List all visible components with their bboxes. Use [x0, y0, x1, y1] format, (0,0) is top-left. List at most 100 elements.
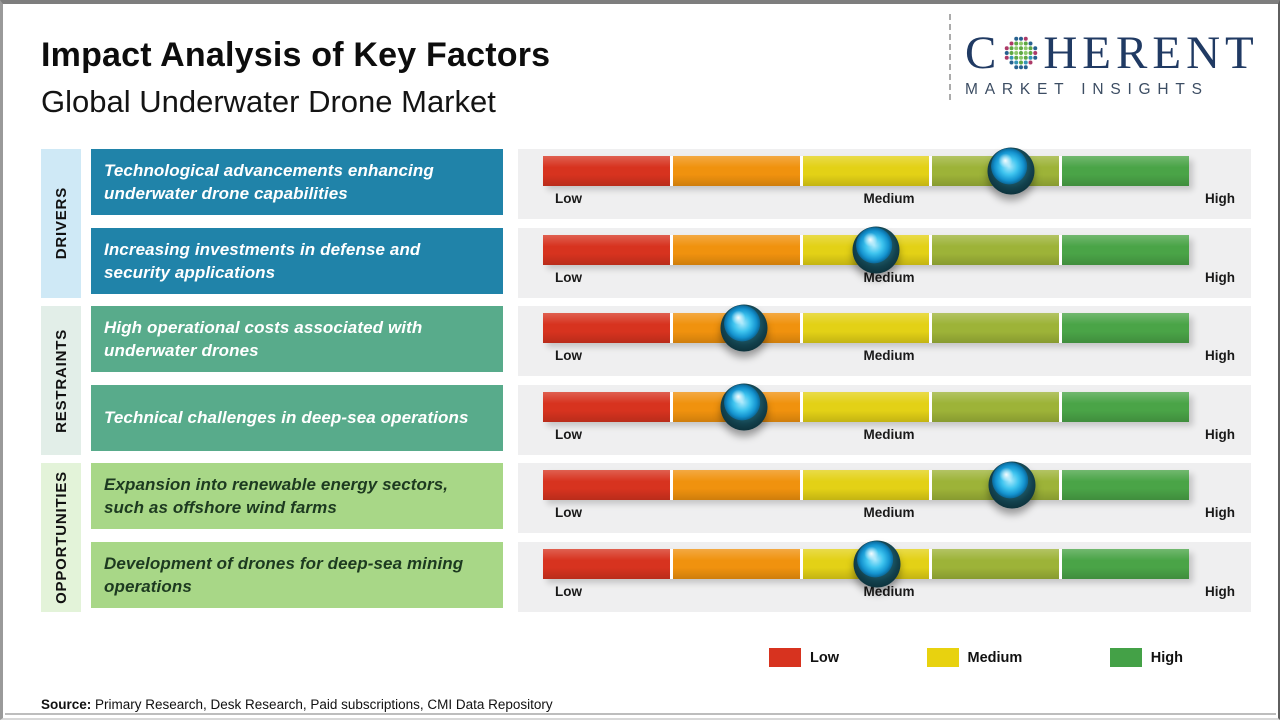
factor-row: Expansion into renewable energy sectors,…: [91, 461, 1251, 533]
impact-scale-panel: Low Medium High: [518, 540, 1251, 612]
bar-segment-medium-high: [932, 392, 1060, 422]
impact-marker[interactable]: [853, 540, 901, 588]
factor-text-box: Increasing investments in defense and se…: [91, 228, 503, 294]
group-label-text: RESTRAINTS: [52, 328, 70, 433]
scale-label-high: High: [1205, 270, 1235, 285]
bar-segment-medium-high: [932, 549, 1060, 579]
scale-label-medium: Medium: [863, 427, 915, 442]
bar-segment-medium: [802, 470, 930, 500]
impact-bar: [543, 461, 1189, 509]
factors-section: DRIVERS Technological advancements enhan…: [41, 147, 1251, 620]
impact-bar: [543, 383, 1189, 431]
group-drivers: DRIVERS Technological advancements enhan…: [41, 147, 1251, 298]
legend-label-medium: Medium: [967, 649, 1023, 666]
impact-marker[interactable]: [720, 304, 768, 352]
bar-segment-high: [1062, 156, 1189, 186]
factor-row: Increasing investments in defense and se…: [91, 226, 1251, 298]
impact-scale-panel: Low Medium High: [518, 383, 1251, 455]
bar-segment-low: [543, 313, 670, 343]
bar-segment-high: [1062, 313, 1189, 343]
factor-text-box: High operational costs associated with u…: [91, 306, 503, 372]
scale-label-high: High: [1205, 427, 1235, 442]
factor-text: Expansion into renewable energy sectors,…: [104, 474, 449, 517]
factor-text-box: Development of drones for deep-sea minin…: [91, 542, 503, 608]
bar-segment-low-medium: [672, 235, 800, 265]
scale-label-medium: Medium: [863, 584, 915, 599]
legend-item-high: High: [1109, 648, 1183, 667]
bar-segment-high: [1062, 392, 1189, 422]
impact-marker[interactable]: [987, 147, 1035, 195]
bar-segment-high: [1062, 549, 1189, 579]
bar-segment-medium-high: [932, 313, 1060, 343]
legend-item-medium: Medium: [926, 648, 1023, 667]
scale-label-low: Low: [555, 427, 582, 442]
impact-scale-panel: Low Medium High: [518, 461, 1251, 533]
bar-segment-medium: [802, 313, 930, 343]
factor-row: High operational costs associated with u…: [91, 304, 1251, 376]
legend-label-low: Low: [810, 649, 839, 666]
page-subtitle: Global Underwater Drone Market: [41, 84, 496, 119]
legend-swatch-high: [1109, 648, 1142, 667]
factor-text: Increasing investments in defense and se…: [104, 239, 421, 282]
group-restraints: RESTRAINTS High operational costs associ…: [41, 304, 1251, 455]
logo-divider-dashed-line: [949, 14, 951, 100]
scale-labels: Low Medium High: [518, 427, 1251, 447]
factor-text: Technological advancements enhancing und…: [104, 160, 434, 203]
group-label-restraints: RESTRAINTS: [41, 306, 81, 455]
impact-marker[interactable]: [988, 461, 1036, 509]
source-line: Source: Primary Research, Desk Research,…: [41, 697, 553, 712]
company-logo: C HERENT MARKET INSIGHTS: [965, 30, 1265, 99]
scale-labels: Low Medium High: [518, 584, 1251, 604]
legend-swatch-medium: [926, 648, 959, 667]
factor-row: Development of drones for deep-sea minin…: [91, 540, 1251, 612]
page-title: Impact Analysis of Key Factors: [41, 36, 551, 74]
bar-segment-low-medium: [672, 549, 800, 579]
bar-segment-high: [1062, 235, 1189, 265]
group-label-text: DRIVERS: [52, 187, 70, 260]
scale-label-high: High: [1205, 191, 1235, 206]
factor-text: High operational costs associated with u…: [104, 317, 423, 360]
logo-letter-c: C: [965, 27, 1002, 79]
scale-label-medium: Medium: [863, 270, 915, 285]
legend: Low Medium High: [769, 648, 1183, 667]
impact-bar: [543, 540, 1189, 588]
factor-text-box: Expansion into renewable energy sectors,…: [91, 463, 503, 529]
factor-row: Technological advancements enhancing und…: [91, 147, 1251, 219]
bar-segment-low-medium: [672, 156, 800, 186]
header: Impact Analysis of Key Factors Global Un…: [41, 36, 550, 120]
logo-tagline: MARKET INSIGHTS: [965, 81, 1209, 98]
scale-label-low: Low: [555, 584, 582, 599]
group-label-drivers: DRIVERS: [41, 149, 81, 298]
impact-scale-panel: Low Medium High: [518, 147, 1251, 219]
scale-label-low: Low: [555, 191, 582, 206]
impact-bar: [543, 304, 1189, 352]
bar-segment-low: [543, 156, 670, 186]
logo-letters-herent: HERENT: [1043, 27, 1259, 79]
bar-segment-low: [543, 549, 670, 579]
impact-scale-panel: Low Medium High: [518, 226, 1251, 298]
scale-labels: Low Medium High: [518, 505, 1251, 525]
source-label: Source:: [41, 697, 92, 712]
group-label-text: OPPORTUNITIES: [52, 471, 70, 604]
bar-segment-medium: [802, 156, 930, 186]
legend-swatch-low: [769, 648, 801, 667]
scale-label-medium: Medium: [863, 505, 915, 520]
impact-bar: [543, 147, 1189, 195]
scale-labels: Low Medium High: [518, 191, 1251, 211]
factor-text-box: Technical challenges in deep-sea operati…: [91, 385, 503, 451]
bar-segment-low-medium: [672, 470, 800, 500]
bottom-divider-line: [5, 713, 1276, 715]
impact-bar: [543, 226, 1189, 274]
impact-marker[interactable]: [720, 383, 768, 431]
impact-marker[interactable]: [852, 226, 900, 274]
legend-label-high: High: [1150, 649, 1183, 666]
factor-row: Technical challenges in deep-sea operati…: [91, 383, 1251, 455]
logo-brand-text: C HERENT: [965, 30, 1265, 77]
scale-labels: Low Medium High: [518, 270, 1251, 290]
bar-segment-low: [543, 392, 670, 422]
scale-label-medium: Medium: [863, 348, 915, 363]
group-opportunities: OPPORTUNITIES Expansion into renewable e…: [41, 461, 1251, 612]
bar-segment-medium: [802, 392, 930, 422]
source-text: Primary Research, Desk Research, Paid su…: [91, 697, 553, 712]
scale-label-low: Low: [555, 505, 582, 520]
